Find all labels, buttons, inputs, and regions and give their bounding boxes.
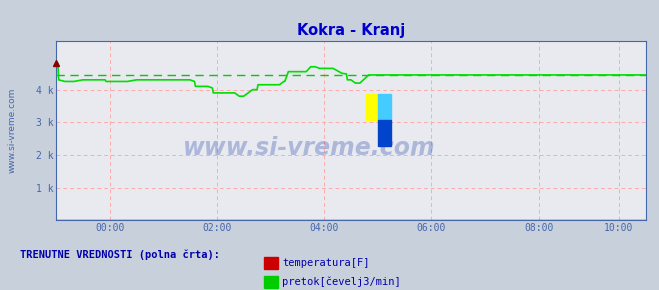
Text: TRENUTNE VREDNOSTI (polna črta):: TRENUTNE VREDNOSTI (polna črta):	[20, 249, 219, 260]
Text: www.si-vreme.com: www.si-vreme.com	[183, 137, 436, 160]
Text: www.si-vreme.com: www.si-vreme.com	[7, 88, 16, 173]
Text: pretok[čevelj3/min]: pretok[čevelj3/min]	[282, 277, 401, 287]
Title: Kokra - Kranj: Kokra - Kranj	[297, 23, 405, 38]
Text: temperatura[F]: temperatura[F]	[282, 258, 370, 268]
